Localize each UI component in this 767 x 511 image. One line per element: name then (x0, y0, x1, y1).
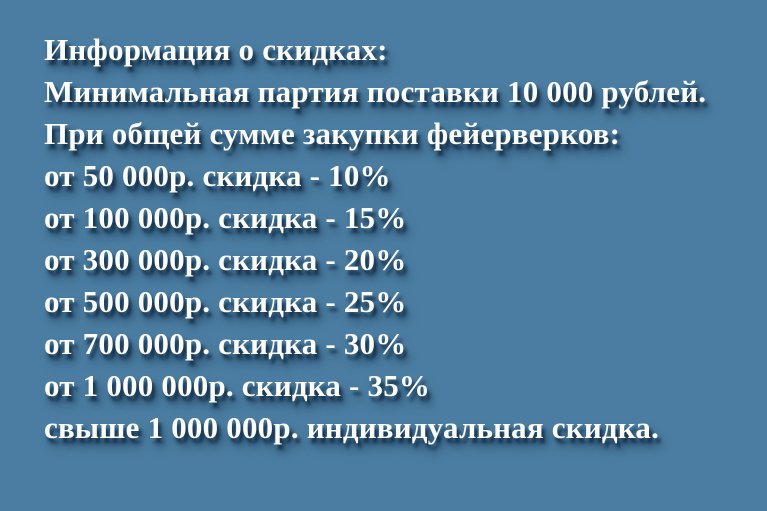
discount-tier-line: от 300 000р. скидка - 20% (44, 242, 407, 277)
condition-header-line: При общей сумме закупки фейерверков: (44, 116, 621, 151)
discount-tier-line: от 100 000р. скидка - 15% (44, 200, 407, 235)
discount-tier-line: от 700 000р. скидка - 30% (44, 326, 407, 361)
discount-tier-line: от 50 000р. скидка - 10% (44, 158, 391, 193)
banner-title: Информация о скидках: (44, 32, 388, 67)
discount-tier-line: от 500 000р. скидка - 25% (44, 284, 407, 319)
custom-discount-line: свыше 1 000 000р. индивидуальная скидка. (44, 410, 660, 445)
discount-tier-line: от 1 000 000р. скидка - 35% (44, 368, 431, 403)
minimum-order-line: Минимальная партия поставки 10 000 рубле… (44, 74, 707, 109)
